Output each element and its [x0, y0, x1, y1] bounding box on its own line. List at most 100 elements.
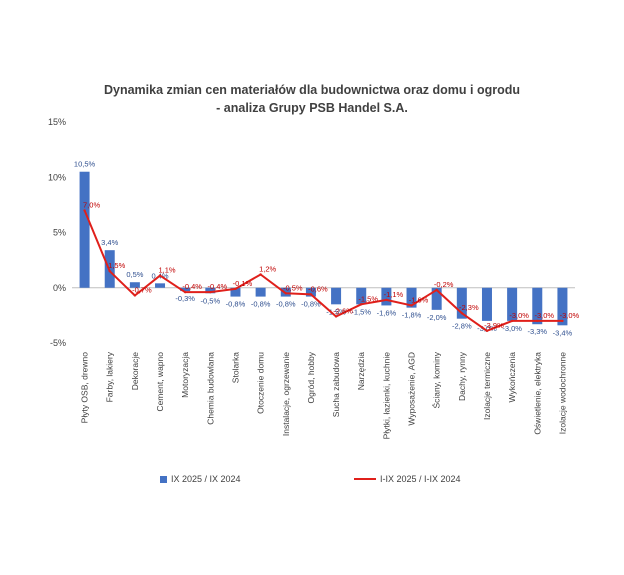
line-point [284, 292, 287, 295]
bar [356, 287, 367, 305]
line-point [410, 304, 413, 307]
chart-frame [60, 60, 580, 520]
bar-data-label: -0,5% [201, 296, 221, 305]
line-point [536, 319, 539, 323]
line-data-label: -0,5% [283, 283, 303, 292]
line-point [334, 315, 338, 318]
line-data-label: 1,1% [158, 266, 175, 275]
line-point [561, 319, 564, 323]
line-point [133, 294, 137, 297]
bar [129, 282, 140, 288]
bar-data-label: 3,4% [101, 238, 118, 247]
category-label: Chemia budowlana [205, 352, 215, 425]
bar-data-label: -0,8% [251, 300, 271, 309]
bar-data-label: 0,5% [126, 270, 143, 279]
bar [507, 287, 518, 321]
bar-data-label: -3,0% [477, 324, 497, 333]
bar [406, 287, 417, 308]
line-data-label: -0,4% [208, 282, 228, 291]
line-data-label: 7,0% [83, 200, 100, 209]
bar [155, 283, 166, 288]
category-label: Motoryzacja [180, 352, 190, 398]
line-point [234, 287, 237, 291]
category-label: Ściany, kominy [431, 351, 442, 408]
bar-data-label: -3,0% [502, 324, 522, 333]
chart-title-line: Dynamika zmian cen materiałów dla budown… [103, 83, 521, 97]
line-data-label: -3,9% [484, 321, 504, 330]
line-data-label: -0,7% [132, 285, 152, 294]
bar [305, 287, 316, 297]
category-label: Instalacje, ogrzewanie [281, 352, 291, 436]
category-label: Wyposażenie, AGD [407, 352, 417, 426]
line-point [158, 274, 162, 277]
y-tick-label: 5% [53, 228, 66, 238]
bar-data-label: -3,3% [527, 327, 547, 336]
line-data-label: -1,1% [384, 290, 404, 299]
legend-item-line: I-IX 2025 / I-IX 2024 [354, 474, 461, 484]
line-data-label: -3,0% [534, 311, 554, 320]
category-label: Ogród, hobby [306, 351, 316, 403]
category-label: Cement, wapno [155, 352, 165, 412]
bar-data-label: -0,8% [276, 300, 296, 309]
y-tick-label: 0% [53, 283, 66, 293]
line-data-label: -1,6% [409, 295, 429, 304]
bar [431, 287, 442, 310]
line-point [309, 293, 313, 296]
line-point [510, 319, 514, 323]
bar-data-label: -1,6% [377, 308, 397, 317]
bar [532, 287, 543, 325]
line-data-label: 1,5% [108, 261, 125, 270]
legend-item-bars: IX 2025 / IX 2024 [160, 474, 241, 484]
category-label: Dekoracje [130, 352, 140, 391]
y-tick-label: -5% [50, 338, 66, 348]
bar-data-label: -2,8% [452, 322, 472, 331]
bar [331, 287, 342, 305]
line-data-label: -2,6% [333, 306, 353, 315]
y-tick-label: 10% [48, 172, 66, 182]
line-data-label: 1,2% [259, 264, 276, 273]
y-tick-label: 15% [48, 117, 66, 127]
category-label: Oświetlenie, elektryka [532, 352, 542, 435]
bar [557, 287, 568, 326]
category-label: Stolarka [230, 352, 240, 383]
line-data-label: -0,6% [308, 284, 328, 293]
legend-label-line: I-IX 2025 / I-IX 2024 [380, 474, 461, 484]
category-label: Izolacje termiczne [482, 352, 492, 420]
line-point [209, 290, 212, 294]
bar [381, 287, 392, 306]
bar-data-label: -2,0% [427, 313, 447, 322]
line-point [108, 269, 111, 273]
line-data-label: -0,4% [182, 282, 202, 291]
chart-subtitle-line: - analiza Grupy PSB Handel S.A. [216, 101, 408, 115]
bar [456, 287, 467, 319]
line-data-label: -3,0% [560, 311, 580, 320]
category-label: Dachy, rynny [457, 351, 467, 401]
bar-data-label: -0,3% [175, 294, 195, 303]
category-label: Farby, lakiery [105, 351, 115, 402]
bar-data-label: -0,8% [301, 300, 321, 309]
legend-swatch-line [354, 478, 376, 480]
category-label: Narzędzia [356, 352, 366, 391]
category-label: Płyty OSB, drewno [80, 352, 90, 424]
line-point [435, 288, 438, 292]
category-label: Wykończenia [507, 352, 517, 403]
line-point [385, 298, 388, 302]
line-point [183, 290, 187, 294]
category-label: Płytki, łazienki, kuchnie [381, 352, 391, 440]
bar [205, 287, 216, 294]
bar-data-label: -0,8% [226, 300, 246, 309]
chart-title: Dynamika zmian cen materiałów dla budown… [0, 81, 624, 117]
bar-data-label: 10,5% [74, 160, 96, 169]
line-data-label: -3,0% [509, 311, 529, 320]
category-label: Otoczenie domu [256, 352, 266, 414]
bar [79, 171, 90, 288]
bar-data-label: -1,5% [326, 307, 346, 316]
series-line [83, 210, 563, 332]
line-point [485, 329, 489, 333]
category-label: Sucha zabudowa [331, 352, 341, 417]
bar-data-label: -1,5% [351, 307, 371, 316]
line-point [360, 303, 363, 306]
line-data-label: -0,2% [434, 280, 454, 289]
line-point [83, 209, 86, 212]
